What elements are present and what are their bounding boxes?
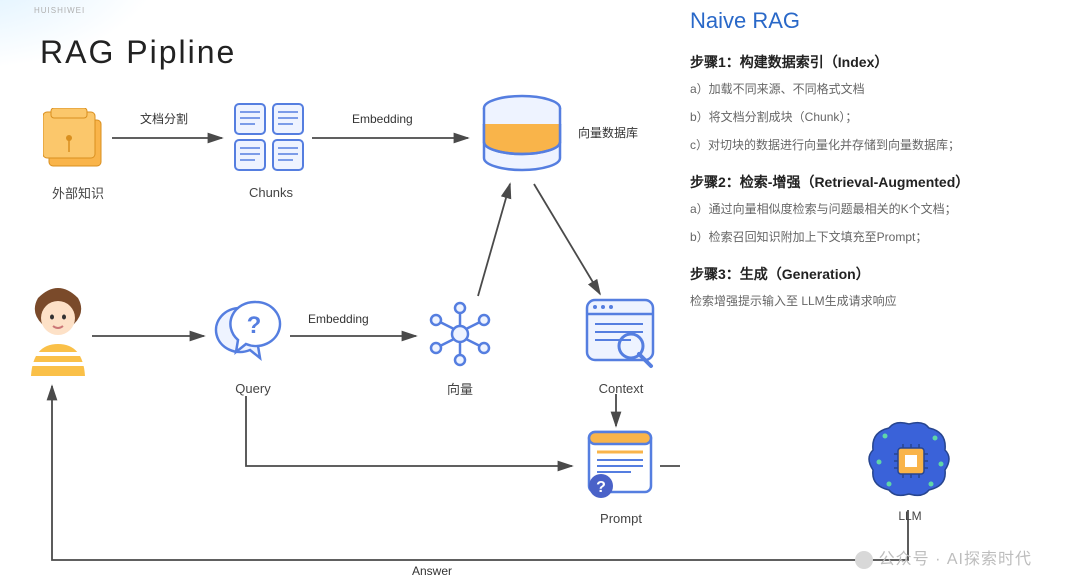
step2-b: b）检索召回知识附加上下文填充至Prompt； xyxy=(690,228,1062,246)
vector-icon xyxy=(424,298,496,370)
context-label: Context xyxy=(576,381,666,396)
wechat-icon xyxy=(855,551,873,569)
query-icon: ? xyxy=(214,300,292,372)
user-icon xyxy=(23,288,93,378)
svg-text:?: ? xyxy=(596,479,606,496)
edge-embed2-label: Embedding xyxy=(308,312,369,326)
external-label: 外部知识 xyxy=(38,183,118,202)
prompt-label: Prompt xyxy=(576,511,666,526)
step1-b: b）将文档分割成块（Chunk）； xyxy=(690,108,1062,126)
node-vector: 向量 xyxy=(420,298,500,398)
node-context: Context xyxy=(576,296,666,396)
prompt-icon: ? xyxy=(583,430,659,502)
svg-text:?: ? xyxy=(247,312,262,339)
step1-head: 步骤1：构建数据索引（Index） xyxy=(690,52,1062,72)
edge-split-label: 文档分割 xyxy=(140,110,188,127)
query-label: Query xyxy=(208,381,298,396)
node-query: ? Query xyxy=(208,300,298,396)
watermark: 公众号 · AI探索时代 xyxy=(855,545,1032,569)
right-title: Naive RAG xyxy=(690,8,1062,34)
node-external-knowledge: 外部知识 xyxy=(38,108,118,202)
edge-embed1-label: Embedding xyxy=(352,112,413,126)
node-vector-db xyxy=(472,94,572,185)
node-llm: LLM xyxy=(860,420,960,523)
node-chunks: Chunks xyxy=(226,100,316,200)
step3-head: 步骤3：生成（Generation） xyxy=(690,264,1062,284)
step2-head: 步骤2：检索-增强（Retrieval-Augmented） xyxy=(690,172,1062,192)
context-icon xyxy=(583,296,659,372)
node-prompt: ? Prompt xyxy=(576,430,666,526)
watermark-text: 公众号 · AI探索时代 xyxy=(879,551,1032,568)
vector-db-label: 向量数据库 xyxy=(578,124,638,141)
step1-a: a）加载不同来源、不同格式文档 xyxy=(690,80,1062,98)
diagram-area: 外部知识 Chunks 向量数据 xyxy=(0,0,680,587)
step2-a: a）通过向量相似度检索与问题最相关的K个文档； xyxy=(690,200,1062,218)
llm-label: LLM xyxy=(860,509,960,523)
folder-icon xyxy=(43,108,113,174)
chunks-icon xyxy=(231,100,311,176)
chunks-label: Chunks xyxy=(226,185,316,200)
brain-chip-icon xyxy=(865,420,955,500)
database-icon xyxy=(479,94,565,180)
step1-c: c）对切块的数据进行向量化并存储到向量数据库； xyxy=(690,136,1062,154)
vector-label: 向量 xyxy=(420,379,500,398)
node-user xyxy=(18,288,98,383)
edge-answer-label: Answer xyxy=(412,564,452,578)
step3-a: 检索增强提示输入至 LLM生成请求响应 xyxy=(690,292,1062,310)
